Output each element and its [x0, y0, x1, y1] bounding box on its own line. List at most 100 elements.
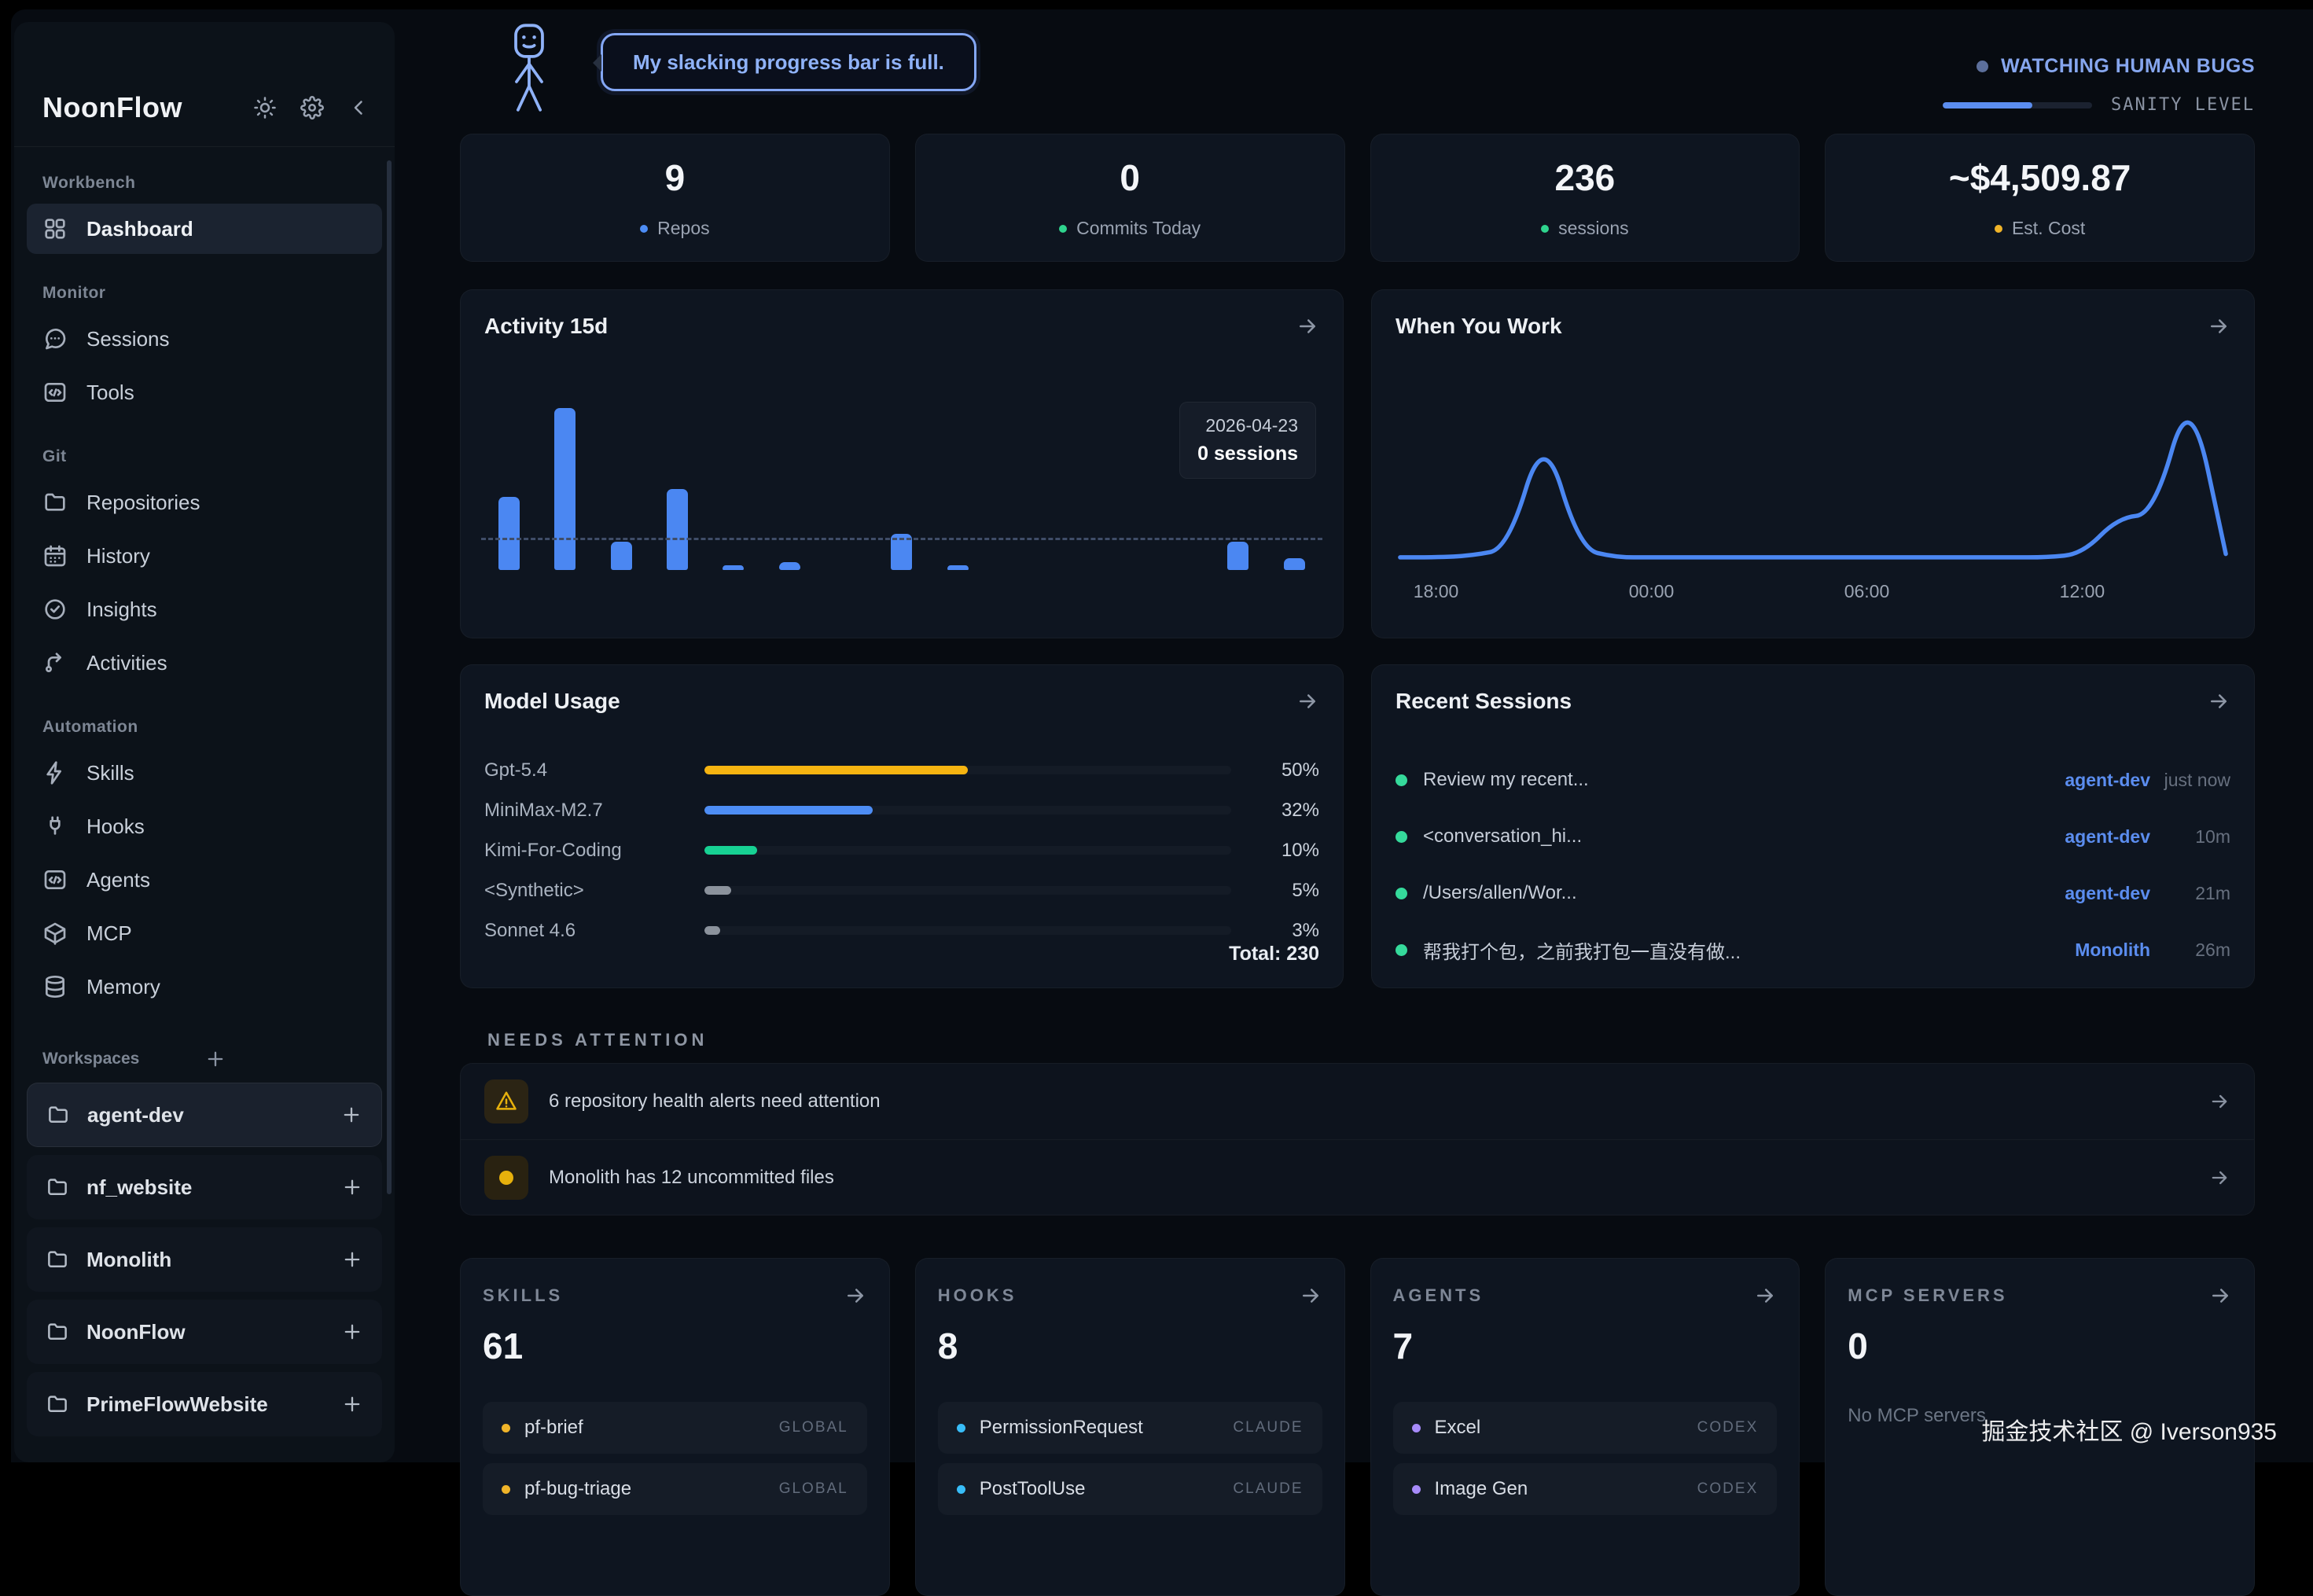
item-tag: CLAUDE — [1233, 1419, 1304, 1436]
agent-item[interactable]: Image Gen CODEX — [1393, 1463, 1778, 1515]
workspace-item-nf-website[interactable]: nf_website — [27, 1155, 382, 1219]
attention-row-uncommitted-files[interactable]: Monolith has 12 uncommitted files — [461, 1139, 2254, 1215]
skills-card: SKILLS 61 pf-brief GLOBAL pf-bug-triage … — [460, 1258, 890, 1596]
sidebar-scrollbar[interactable] — [387, 160, 392, 1194]
session-title: /Users/allen/Wor... — [1423, 882, 1577, 903]
activity-bar[interactable] — [873, 408, 929, 570]
activity-bar[interactable] — [1210, 408, 1266, 570]
sidebar-item-repositories[interactable]: Repositories — [27, 477, 382, 528]
panel-title: When You Work — [1396, 314, 1562, 338]
sidebar-item-history[interactable]: History — [27, 531, 382, 581]
hook-item[interactable]: PostToolUse CLAUDE — [938, 1463, 1322, 1515]
summary-label: SKILLS — [483, 1285, 564, 1305]
session-workspace[interactable]: Monolith — [2075, 939, 2150, 960]
add-workspace-icon[interactable] — [204, 1048, 366, 1070]
agent-item[interactable]: Excel CODEX — [1393, 1402, 1778, 1454]
new-session-icon[interactable] — [340, 1104, 362, 1126]
new-session-icon[interactable] — [341, 1393, 363, 1415]
activity-bar[interactable] — [930, 408, 986, 570]
hook-item[interactable]: PermissionRequest CLAUDE — [938, 1402, 1322, 1454]
session-row[interactable]: <conversation_hi... agent-dev 10m — [1396, 808, 2230, 865]
session-workspace[interactable]: agent-dev — [2065, 769, 2150, 790]
arrow-right-icon[interactable] — [1296, 314, 1319, 338]
summary-count: 8 — [937, 1326, 958, 1366]
model-usage-row: MiniMax-M2.7 32% — [484, 790, 1319, 830]
arrow-right-icon[interactable] — [844, 1284, 867, 1307]
stat-label-text: Repos — [657, 218, 710, 238]
usage-percent: 32% — [1281, 799, 1319, 821]
new-session-icon[interactable] — [341, 1321, 363, 1343]
stat-label: sessions — [1541, 218, 1629, 239]
skill-item[interactable]: pf-bug-triage GLOBAL — [483, 1463, 867, 1515]
stat-dot — [1994, 224, 2002, 233]
activity-bar[interactable] — [594, 408, 649, 570]
section-label-automation: Automation — [42, 718, 138, 736]
stat-card-est-cost: ~$4,509.87 Est. Cost — [1825, 134, 2255, 262]
when-you-work-line-chart[interactable] — [1392, 365, 2234, 563]
skill-item[interactable]: pf-brief GLOBAL — [483, 1402, 867, 1454]
activity-bar[interactable] — [1042, 408, 1098, 570]
sidebar-item-memory[interactable]: Memory — [27, 962, 382, 1012]
collapse-sidebar-icon[interactable] — [348, 96, 371, 120]
sidebar-item-label: Skills — [86, 760, 134, 785]
average-line — [481, 538, 1322, 541]
summary-label: HOOKS — [937, 1285, 1017, 1305]
warning-triangle-icon — [484, 1079, 528, 1123]
arrow-right-icon[interactable] — [1296, 690, 1319, 713]
session-row[interactable]: /Users/allen/Wor... agent-dev 21m — [1396, 865, 2230, 921]
settings-gear-icon[interactable] — [300, 96, 324, 120]
activity-bar[interactable] — [1267, 408, 1322, 570]
charts-row: Activity 15d 2026-04-23 0 sessions When … — [460, 289, 2255, 638]
stat-card-sessions: 236 sessions — [1370, 134, 1800, 262]
activity-bar[interactable] — [986, 408, 1042, 570]
session-workspace[interactable]: agent-dev — [2065, 826, 2150, 847]
theme-toggle-icon[interactable] — [253, 96, 277, 120]
usage-bar-track — [704, 926, 1231, 935]
model-usage-total: Total: 230 — [1229, 943, 1319, 965]
stat-value: 236 — [1554, 157, 1616, 198]
workspace-item-monolith[interactable]: Monolith — [27, 1227, 382, 1292]
arrow-right-icon[interactable] — [1753, 1284, 1777, 1307]
workspaces-header: Workspaces — [42, 1048, 366, 1070]
new-session-icon[interactable] — [341, 1248, 363, 1271]
tooltip-value: 0 sessions — [1197, 443, 1298, 465]
activity-bar[interactable] — [1098, 408, 1154, 570]
arrow-right-icon[interactable] — [2207, 314, 2230, 338]
workspace-item-primeflowwebsite[interactable]: PrimeFlowWebsite — [27, 1372, 382, 1436]
session-workspace[interactable]: agent-dev — [2065, 882, 2150, 903]
status-text: WATCHING HUMAN BUGS — [2001, 55, 2255, 77]
activity-bar[interactable] — [818, 408, 873, 570]
arrow-right-icon[interactable] — [2207, 690, 2230, 713]
activity-bar[interactable] — [705, 408, 761, 570]
sidebar-item-insights[interactable]: Insights — [27, 584, 382, 634]
sidebar: NoonFlow Workbench Dashboard Monitor Ses… — [14, 22, 395, 1462]
attention-row-repo-health[interactable]: 6 repository health alerts need attentio… — [461, 1064, 2254, 1139]
sidebar-item-label: History — [86, 543, 150, 568]
arrow-right-icon[interactable] — [2208, 1284, 2232, 1307]
new-session-icon[interactable] — [341, 1176, 363, 1198]
session-row[interactable]: 帮我打个包，之前我打包一直没有做... Monolith 26m — [1396, 921, 2230, 978]
arrow-right-icon[interactable] — [2208, 1167, 2230, 1189]
activity-bar[interactable] — [481, 408, 537, 570]
workspace-name: NoonFlow — [86, 1319, 186, 1344]
arrow-right-icon[interactable] — [1299, 1284, 1322, 1307]
model-name: <Synthetic> — [484, 879, 584, 901]
sidebar-item-tools[interactable]: Tools — [27, 367, 382, 417]
arrow-right-icon[interactable] — [2208, 1090, 2230, 1112]
sidebar-item-agents[interactable]: Agents — [27, 855, 382, 905]
session-row[interactable]: Review my recent... agent-dev just now — [1396, 752, 2230, 808]
activity-bar[interactable] — [762, 408, 818, 570]
sidebar-item-dashboard[interactable]: Dashboard — [27, 204, 382, 254]
session-title: Review my recent... — [1423, 769, 1589, 790]
activity-bar[interactable] — [649, 408, 705, 570]
sidebar-item-hooks[interactable]: Hooks — [27, 801, 382, 851]
sidebar-item-activities[interactable]: Activities — [27, 638, 382, 688]
workspace-item-noonflow[interactable]: NoonFlow — [27, 1300, 382, 1364]
section-label-monitor: Monitor — [42, 284, 106, 302]
sidebar-item-mcp[interactable]: MCP — [27, 908, 382, 958]
activity-bar[interactable] — [537, 408, 593, 570]
usage-percent: 5% — [1292, 879, 1319, 901]
workspace-item-agent-dev[interactable]: agent-dev — [27, 1083, 382, 1147]
sidebar-item-skills[interactable]: Skills — [27, 748, 382, 798]
sidebar-item-sessions[interactable]: Sessions — [27, 314, 382, 364]
